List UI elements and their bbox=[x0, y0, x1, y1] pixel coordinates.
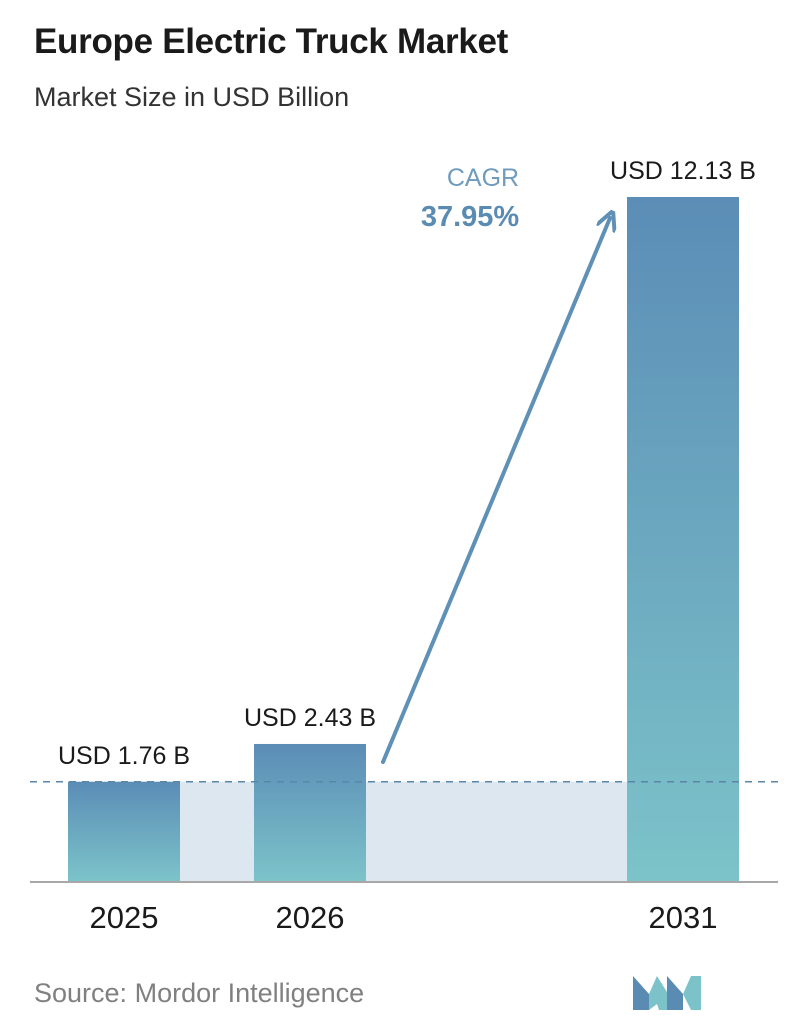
x-tick-label-2031: 2031 bbox=[649, 900, 718, 935]
cagr-label: CAGR bbox=[447, 164, 519, 192]
bar-2031 bbox=[627, 197, 739, 881]
cagr-value: 37.95% bbox=[421, 201, 520, 233]
data-label-2025: USD 1.76 B bbox=[58, 742, 190, 770]
bar-2026 bbox=[254, 743, 366, 881]
mordor-logo-icon bbox=[633, 976, 701, 1010]
source-name: Mordor Intelligence bbox=[134, 978, 365, 1008]
bar-chart: CAGR 37.95% USD 1.76 B 2025 USD 2.43 B 2026… bbox=[30, 157, 782, 935]
x-tick-label-2026: 2026 bbox=[276, 900, 345, 935]
data-label-2031: USD 12.13 B bbox=[610, 157, 756, 185]
x-tick-label-2025: 2025 bbox=[90, 900, 159, 935]
labels-layer: USD 1.76 B 2025 USD 2.43 B 2026 USD 12.13 B 2… bbox=[58, 157, 756, 935]
data-label-2026: USD 2.43 B bbox=[244, 704, 376, 732]
source-label: Source: bbox=[34, 978, 128, 1008]
chart-subtitle: Market Size in USD Billion bbox=[34, 82, 350, 112]
bars-layer bbox=[68, 197, 739, 881]
cagr-arrow bbox=[381, 218, 610, 764]
bar-2025 bbox=[68, 781, 180, 881]
chart-title: Europe Electric Truck Market bbox=[34, 22, 509, 61]
source-credit: Source: Mordor Intelligence bbox=[34, 978, 364, 1009]
